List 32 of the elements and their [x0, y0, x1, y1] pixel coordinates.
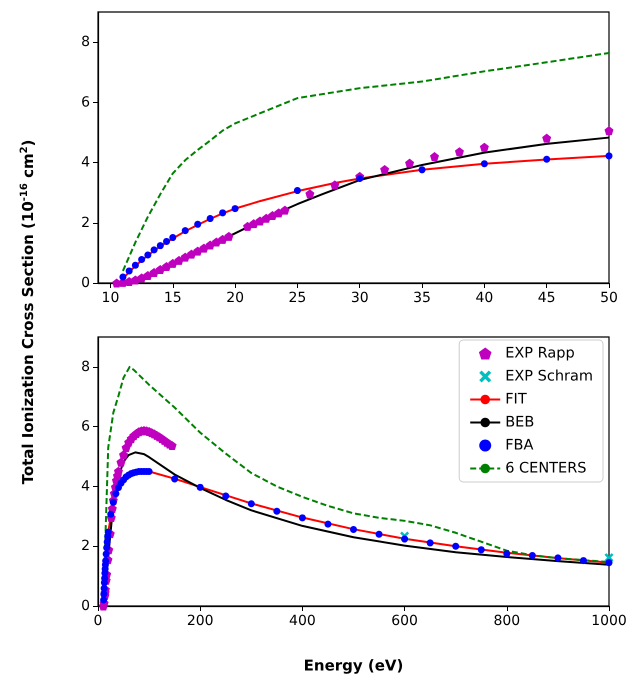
y-tick-label: 2 [81, 214, 90, 231]
y-tick-label: 8 [81, 34, 90, 50]
legend-label: EXP Schram [505, 368, 594, 384]
x-tick-label: 30 [350, 290, 369, 306]
y-tick-label: 4 [81, 154, 90, 171]
x-tick-label: 200 [186, 613, 214, 629]
x-tick-label: 15 [164, 290, 182, 306]
x-tick-label: 40 [475, 290, 494, 306]
y-tick-label: 0 [81, 275, 90, 291]
x-tick-label: 10 [102, 290, 120, 306]
x-tick-label: 800 [493, 613, 520, 629]
y-tick-label: 8 [81, 358, 90, 375]
y-tick-label: 6 [81, 418, 90, 435]
x-tick-label: 50 [600, 290, 618, 306]
legend-label: 6 CENTERS [505, 460, 586, 476]
x-tick-label: 1000 [591, 613, 627, 629]
x-tick-label: 400 [289, 613, 316, 629]
x-tick-label: 25 [288, 290, 306, 306]
y-tick-label: 4 [81, 478, 90, 494]
x-tick-label: 600 [391, 613, 418, 629]
y-tick-label: 2 [81, 538, 90, 554]
x-tick-label: 20 [226, 290, 244, 306]
y-tick-label: 0 [81, 598, 90, 614]
legend-label: EXP Rapp [505, 346, 575, 362]
legend-label: FIT [505, 392, 527, 408]
legend-label: FBA [505, 438, 534, 454]
x-tick-label: 35 [413, 290, 431, 306]
x-axis-title: Energy (eV) [304, 656, 404, 674]
y-tick-label: 6 [81, 94, 90, 110]
x-tick-label: 45 [538, 290, 556, 306]
x-tick-label: 0 [94, 613, 102, 629]
legend-label: BEB [505, 414, 534, 430]
